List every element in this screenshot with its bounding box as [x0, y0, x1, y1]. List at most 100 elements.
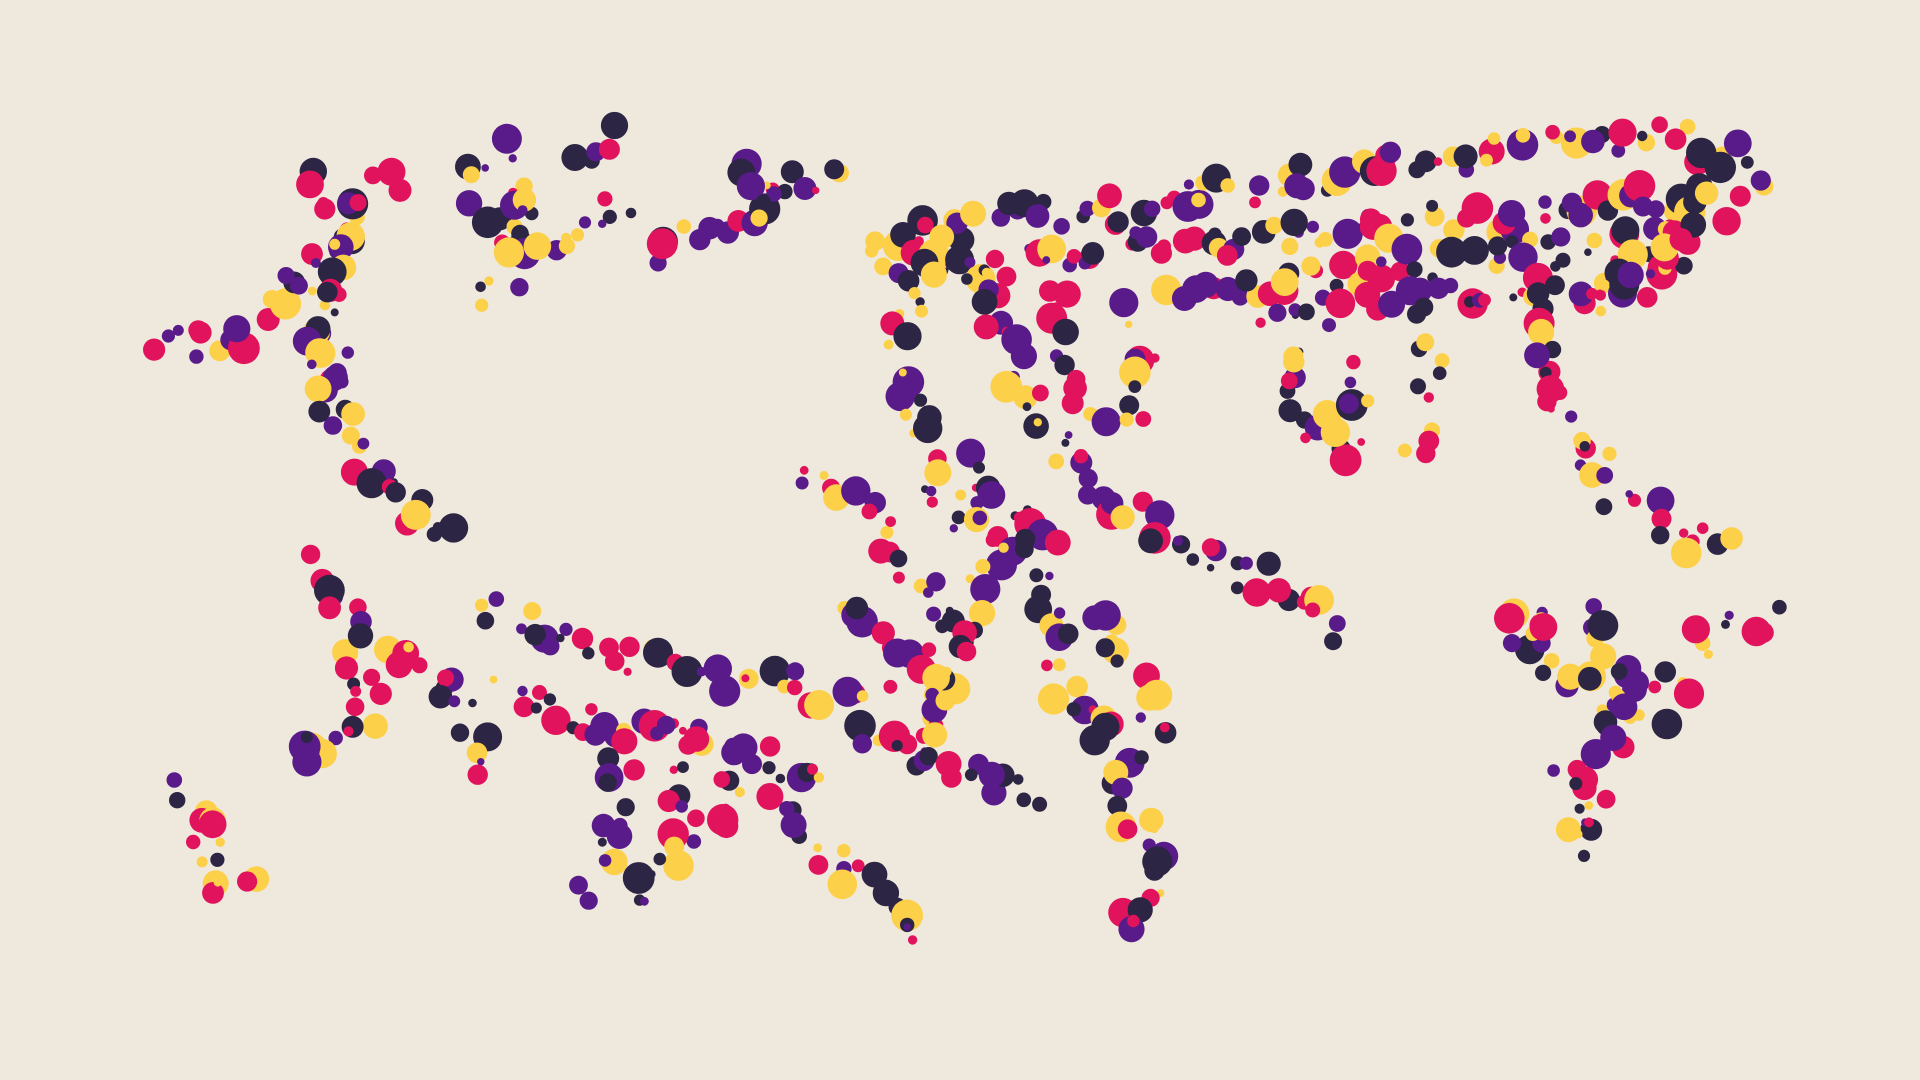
dot-mark [223, 315, 251, 343]
dot-mark [1301, 256, 1321, 276]
dot-mark [1135, 712, 1147, 723]
dot-mark [288, 730, 321, 763]
dot-mark [1107, 795, 1128, 816]
dot-mark [1022, 402, 1032, 412]
dot-mark [1694, 181, 1719, 205]
dot-mark [1119, 412, 1134, 427]
dot-mark [1242, 578, 1271, 607]
dot-mark [1443, 219, 1465, 241]
dot-mark [308, 400, 331, 423]
dot-mark [885, 516, 896, 527]
dot-mark [363, 668, 381, 686]
dot-mark [532, 685, 547, 700]
dot-mark [977, 481, 1006, 509]
dot-mark [1249, 175, 1270, 196]
dot-mark [1581, 129, 1605, 154]
dot-mark [1547, 764, 1560, 777]
dot-mark [1584, 817, 1594, 828]
dot-mark [998, 542, 1009, 553]
dot-mark [1595, 498, 1613, 516]
dot-mark [832, 676, 863, 707]
dot-mark [475, 598, 489, 612]
dot-mark [1376, 256, 1387, 268]
dot-mark [403, 641, 414, 653]
dot-mark [663, 850, 694, 881]
dot-mark [1081, 242, 1105, 265]
dot-mark [213, 878, 222, 887]
dot-mark [530, 702, 542, 714]
dot-mark [1346, 354, 1361, 370]
dot-mark [1673, 678, 1705, 709]
dot-mark [780, 812, 807, 838]
dot-mark [1135, 411, 1152, 427]
dot-mark [623, 759, 645, 781]
dot-mark [161, 329, 175, 343]
dot-mark [657, 789, 680, 813]
dot-mark [671, 656, 703, 687]
dot-mark [1016, 792, 1032, 808]
dot-mark [891, 899, 923, 932]
dot-mark [1679, 528, 1689, 538]
dot-mark [1134, 750, 1149, 765]
dot-mark [872, 624, 883, 635]
dot-mark [1750, 170, 1771, 191]
dot-mark [1305, 602, 1321, 618]
dot-mark [964, 256, 976, 268]
dot-mark [1543, 653, 1560, 669]
dot-mark [1091, 407, 1121, 437]
dot-mark [1651, 116, 1668, 133]
dot-mark [926, 496, 938, 508]
dot-mark [411, 657, 428, 674]
dot-mark [1424, 206, 1445, 227]
dot-mark [686, 834, 702, 849]
dot-mark [864, 244, 879, 258]
dot-mark [669, 765, 678, 774]
dot-mark [317, 257, 347, 287]
dot-mark [1073, 449, 1089, 464]
dot-mark [345, 697, 365, 717]
dot-mark [1577, 666, 1602, 691]
dot-mark [951, 510, 966, 525]
dot-mark [898, 368, 907, 377]
dot-mark [1249, 196, 1261, 209]
dot-mark [793, 177, 817, 200]
dot-mark [323, 416, 343, 435]
dot-mark [756, 194, 771, 209]
dot-mark [561, 144, 589, 171]
dot-mark [1186, 553, 1200, 566]
dot-cluster-group [143, 111, 1787, 945]
dot-mark [1586, 287, 1598, 300]
dot-mark [569, 875, 588, 895]
dot-mark [582, 647, 595, 660]
dot-mark [1772, 599, 1787, 615]
dot-mark [477, 758, 485, 766]
dot-mark [1141, 679, 1173, 711]
dot-mark [759, 736, 781, 757]
dot-mark [1138, 528, 1163, 554]
dot-mark [455, 190, 483, 217]
dot-mark [945, 245, 975, 275]
dot-mark [851, 859, 865, 873]
dot-mark [385, 482, 406, 503]
dot-mark [1139, 807, 1164, 833]
dot-mark [1010, 343, 1037, 370]
dot-mark [1032, 384, 1049, 402]
dot-mark [1066, 675, 1088, 698]
dot-mark [766, 186, 782, 202]
dot-mark [517, 685, 528, 697]
dot-mark [558, 237, 576, 255]
dot-mark [1053, 280, 1081, 308]
dot-mark [935, 751, 962, 777]
dot-mark [616, 798, 635, 817]
dot-mark [300, 544, 321, 565]
dot-mark [941, 666, 952, 677]
dot-mark [1117, 819, 1138, 839]
dot-mark [1109, 288, 1139, 318]
dot-mark [925, 687, 940, 702]
dot-mark [970, 574, 1001, 605]
dot-mark [897, 270, 920, 292]
dot-mark [1637, 130, 1648, 142]
dot-mark [388, 178, 412, 202]
dot-mark [924, 459, 952, 487]
